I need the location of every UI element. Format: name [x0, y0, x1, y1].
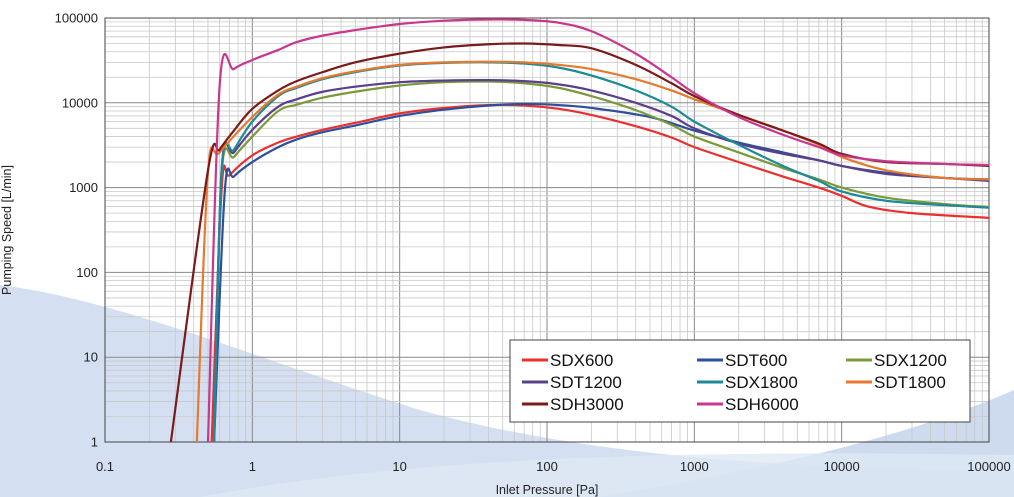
- x-axis-title: Inlet Pressure [Pa]: [496, 483, 599, 497]
- series-line-sdh3000: [169, 42, 989, 442]
- legend-label-sdx1200: SDX1200: [874, 351, 947, 370]
- y-tick-label: 100000: [55, 11, 98, 26]
- series-line-sdx1200: [212, 80, 989, 442]
- legend-label-sdx600: SDX600: [550, 351, 613, 370]
- x-tick-label: 0.1: [96, 459, 114, 474]
- legend: SDX600 SDT600 SDX1200 SDT1200 SDX1800 SDT1800…: [509, 339, 971, 423]
- y-tick-label: 1: [91, 435, 98, 450]
- x-tick-label: 10: [392, 459, 406, 474]
- y-tick-label: 1000: [69, 180, 98, 195]
- series-line-sdx1800: [212, 61, 989, 442]
- series-lines: [169, 18, 989, 442]
- series-line-sdt1200: [212, 79, 989, 442]
- legend-label-sdt600: SDT600: [725, 351, 787, 370]
- x-tick-label: 10000: [824, 459, 860, 474]
- series-line-sdh6000: [206, 18, 989, 442]
- x-tick-label: 1: [249, 459, 256, 474]
- y-tick-label: 10: [84, 350, 98, 365]
- x-tick-labels: 0.1 1 10 100 1000 10000 100000: [96, 459, 1011, 474]
- legend-label-sdh6000: SDH6000: [725, 395, 799, 414]
- legend-box: [509, 339, 971, 423]
- y-tick-label: 10000: [62, 95, 98, 110]
- x-tick-label: 1000: [680, 459, 709, 474]
- legend-label-sdt1800: SDT1800: [874, 373, 946, 392]
- plot-frame: [104, 17, 990, 443]
- x-tick-label: 100000: [967, 459, 1010, 474]
- y-tick-labels: 1 10 100 1000 10000 100000: [55, 11, 98, 450]
- legend-label-sdt1200: SDT1200: [550, 373, 622, 392]
- legend-label-sdh3000: SDH3000: [550, 395, 624, 414]
- y-axis-title: Pumping Speed [L/min]: [0, 165, 14, 295]
- background-decoration: [0, 285, 1014, 497]
- background-swoosh-mid: [200, 453, 1014, 497]
- background-swoosh-left: [0, 285, 1014, 497]
- x-tick-label: 100: [536, 459, 558, 474]
- series-line-sdx600: [210, 103, 989, 442]
- y-tick-label: 100: [76, 265, 98, 280]
- legend-label-sdx1800: SDX1800: [725, 373, 798, 392]
